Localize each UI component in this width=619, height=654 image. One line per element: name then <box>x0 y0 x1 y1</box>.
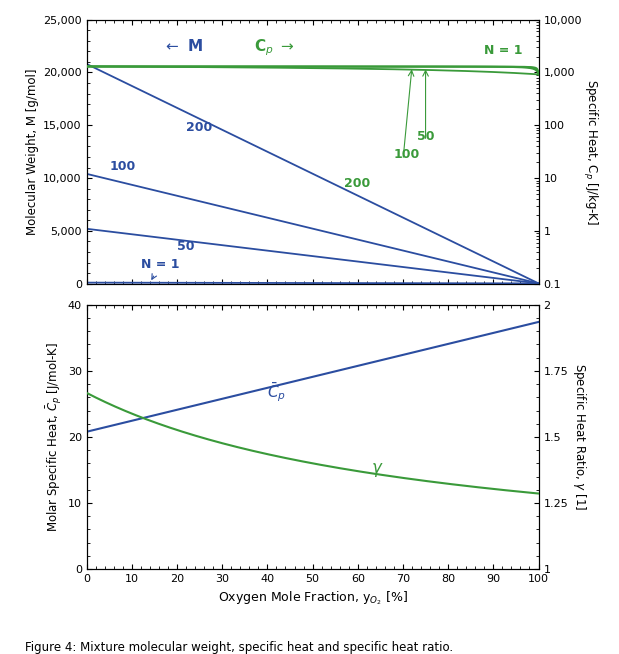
Text: 100: 100 <box>110 160 136 173</box>
Text: 200: 200 <box>344 177 371 190</box>
Y-axis label: Specific Heat, C$_p$ [J/kg-K]: Specific Heat, C$_p$ [J/kg-K] <box>581 78 599 225</box>
Text: 50: 50 <box>177 240 194 253</box>
Text: N = 1: N = 1 <box>141 258 180 279</box>
Text: $\gamma$: $\gamma$ <box>371 461 384 479</box>
Text: 100: 100 <box>394 148 420 161</box>
Text: C$_p$ $\rightarrow$: C$_p$ $\rightarrow$ <box>254 37 295 58</box>
Text: 200: 200 <box>186 120 212 133</box>
Y-axis label: Specific Heat Ratio, $\gamma$ [1]: Specific Heat Ratio, $\gamma$ [1] <box>571 363 587 511</box>
Y-axis label: Molecular Weight, M [g/mol]: Molecular Weight, M [g/mol] <box>26 69 39 235</box>
Y-axis label: Molar Specific Heat, $\bar{C}_p$ [J/mol-K]: Molar Specific Heat, $\bar{C}_p$ [J/mol-… <box>44 342 64 532</box>
X-axis label: Oxygen Mole Fraction, y$_{O_2}$ [%]: Oxygen Mole Fraction, y$_{O_2}$ [%] <box>218 589 407 607</box>
Text: N = 1: N = 1 <box>484 44 523 57</box>
Text: Figure 4: Mixture molecular weight, specific heat and specific heat ratio.: Figure 4: Mixture molecular weight, spec… <box>25 641 453 654</box>
Text: $\bar{C}_p$: $\bar{C}_p$ <box>267 380 287 404</box>
Text: $\leftarrow$ M: $\leftarrow$ M <box>163 39 203 54</box>
Text: 50: 50 <box>417 131 434 143</box>
